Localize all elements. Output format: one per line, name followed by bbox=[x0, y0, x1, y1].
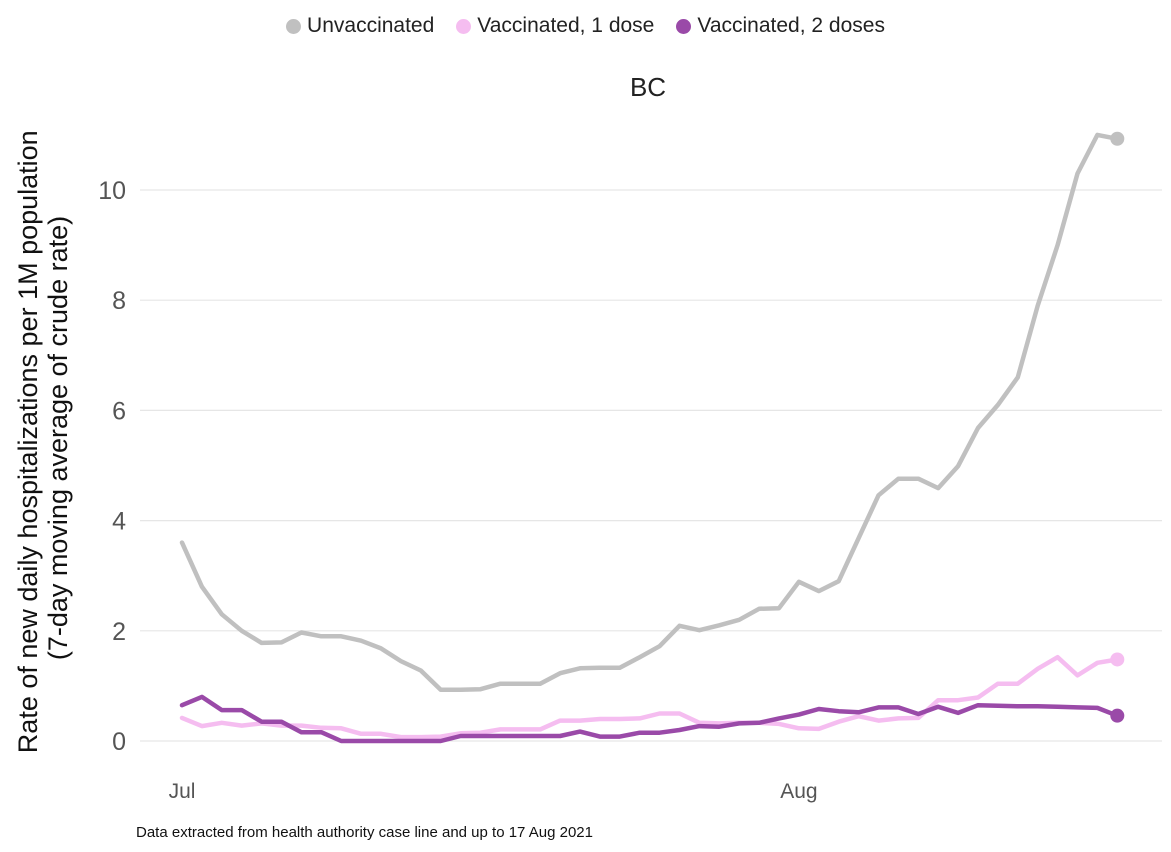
series-line-0 bbox=[179, 132, 1120, 693]
x-tick-label: Jul bbox=[169, 780, 196, 803]
legend-item-1: Vaccinated, 1 dose bbox=[456, 14, 654, 38]
y-tick-labels: 0 2 4 6 8 10 bbox=[98, 177, 126, 756]
legend-label: Vaccinated, 2 doses bbox=[697, 14, 885, 37]
legend-dot-icon bbox=[676, 18, 692, 34]
x-tick-labels: Jul Aug bbox=[169, 780, 818, 803]
y-tick-label: 6 bbox=[112, 397, 126, 425]
chart-caption: Data extracted from health authority cas… bbox=[136, 824, 593, 841]
y-axis-label-line-1: Rate of new daily hospitalizations per 1… bbox=[13, 130, 43, 753]
legend-dot-icon bbox=[286, 18, 302, 34]
y-axis-label-line-2: (7-day moving average of crude rate) bbox=[43, 216, 73, 660]
series-line-1 bbox=[179, 654, 1120, 740]
y-tick-label: 8 bbox=[112, 287, 126, 315]
x-tick-label: Aug bbox=[780, 780, 817, 803]
y-tick-label: 10 bbox=[98, 177, 126, 205]
y-axis-label: Rate of new daily hospitalizations per 1… bbox=[13, 123, 73, 753]
series-lines bbox=[179, 131, 1125, 744]
y-tick-label: 4 bbox=[112, 508, 126, 536]
y-tick-label: 0 bbox=[112, 728, 126, 756]
legend-item-2: Vaccinated, 2 doses bbox=[676, 14, 885, 38]
legend-dot-icon bbox=[456, 18, 472, 34]
legend-item-0: Unvaccinated bbox=[286, 14, 434, 38]
series-line-2 bbox=[179, 694, 1120, 744]
legend: Unvaccinated Vaccinated, 1 dose Vaccinated… bbox=[0, 14, 1171, 38]
series-endpoint-2 bbox=[1110, 708, 1125, 723]
y-tick-label: 2 bbox=[112, 618, 126, 646]
grid-lines bbox=[140, 189, 1162, 742]
chart-title: BC bbox=[630, 72, 666, 102]
legend-label: Unvaccinated bbox=[307, 14, 435, 37]
legend-label: Vaccinated, 1 dose bbox=[477, 14, 655, 37]
series-endpoint-0 bbox=[1110, 131, 1125, 146]
series-endpoint-1 bbox=[1110, 652, 1125, 667]
